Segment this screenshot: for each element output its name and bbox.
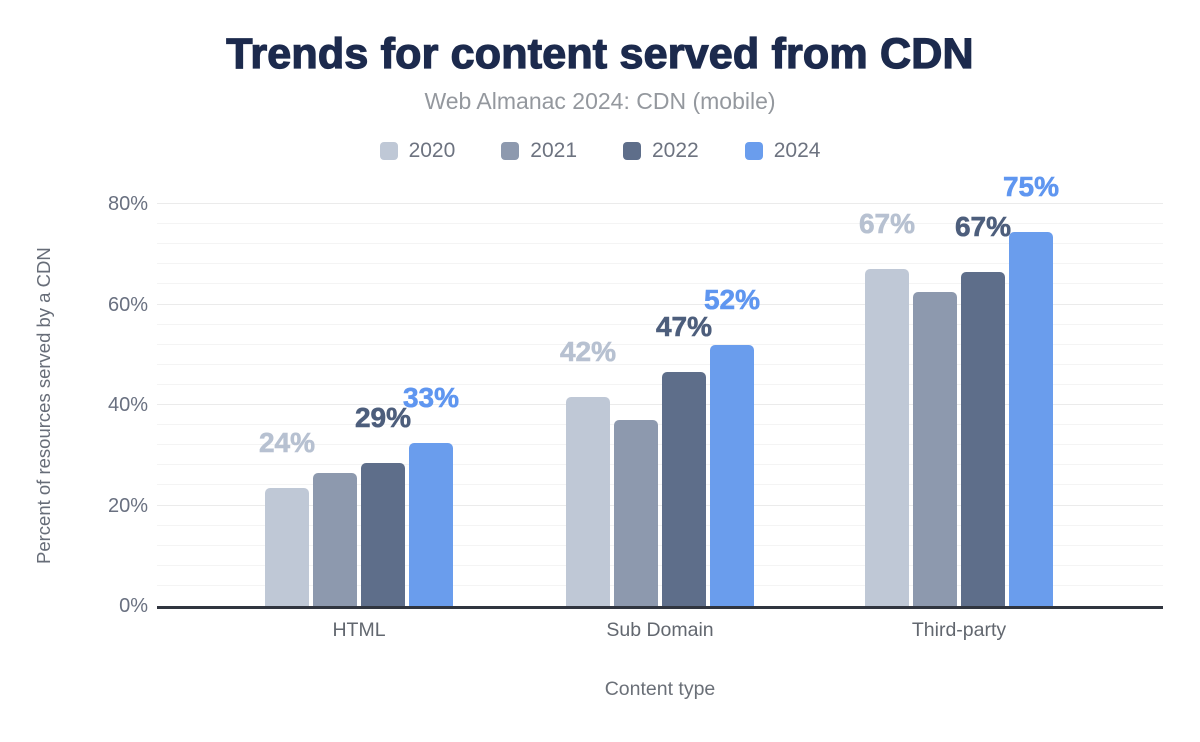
bar-2024-sub-domain: 52%	[704, 285, 760, 606]
gridline	[157, 584, 1163, 586]
legend: 2020 2021 2022 2024	[0, 139, 1200, 163]
legend-item-2020: 2020	[379, 139, 456, 163]
bar-value-label: 75%	[1002, 170, 1060, 202]
gridline	[157, 203, 1163, 204]
legend-swatch-2020	[379, 142, 398, 160]
chart-subtitle: Web Almanac 2024: CDN (mobile)	[424, 88, 776, 114]
bar-2021-html	[313, 472, 357, 606]
x-axis-title: Content type	[604, 678, 716, 700]
gridline	[157, 424, 1163, 426]
legend-label: 2022	[652, 139, 699, 162]
gridline	[157, 303, 1163, 305]
bar-2022-sub-domain: 47%	[656, 313, 712, 606]
legend-item-2024: 2024	[744, 139, 821, 163]
bar-group-sub-domain: 42% 47% 52%	[560, 204, 760, 606]
bar-group-html: 24% 29% 33%	[259, 204, 459, 606]
legend-swatch-2021	[501, 142, 520, 160]
bar-value-label: 67%	[858, 208, 916, 240]
gridline	[157, 564, 1163, 566]
gridline	[157, 524, 1163, 526]
bar-value-label: 42%	[559, 336, 617, 368]
bar-2020-sub-domain: 42%	[560, 338, 616, 606]
gridline	[157, 223, 1163, 225]
gridline	[157, 484, 1163, 486]
bar-2024-third-party: 75%	[1003, 172, 1059, 606]
gridline	[157, 404, 1163, 405]
chart-title: Trends for content served from CDN	[226, 29, 975, 78]
bar-value-label: 52%	[703, 283, 761, 315]
x-axis-tick-label-third-party: Third-party	[911, 619, 1007, 641]
y-axis-tick-label: 80%	[107, 193, 148, 215]
gridline	[157, 343, 1163, 345]
bar-2024-html: 33%	[403, 383, 459, 606]
legend-swatch-2022	[623, 142, 641, 160]
plot-area: 24% 29% 33% 42% 47% 52% 67% 67% 75%	[157, 172, 1163, 609]
bar-value-label: 47%	[655, 311, 713, 343]
bar-2021-sub-domain	[614, 420, 658, 606]
legend-item-2021: 2021	[501, 139, 577, 163]
gridline	[157, 544, 1163, 546]
legend-swatch-2024	[744, 142, 763, 160]
bar-value-label: 67%	[954, 210, 1012, 242]
bar-2022-html: 29%	[355, 403, 411, 606]
bar-2022-third-party: 67%	[955, 212, 1011, 606]
gridline	[157, 383, 1163, 385]
gridline	[157, 504, 1163, 506]
y-axis-tick-label: 20%	[107, 494, 148, 517]
bar-2021-third-party	[913, 291, 957, 606]
bar-value-label: 24%	[258, 426, 316, 458]
bar-2020-third-party: 67%	[859, 210, 915, 606]
bar-value-label: 29%	[354, 401, 412, 433]
y-axis-tick-label: 40%	[107, 394, 148, 416]
bar-2020-html: 24%	[259, 428, 315, 606]
x-axis-tick-label-html: HTML	[332, 619, 386, 641]
legend-item-2022: 2022	[623, 139, 699, 163]
gridline	[157, 363, 1163, 365]
x-axis-tick-label-sub-domain: Sub Domain	[606, 619, 714, 641]
gridline	[157, 464, 1163, 466]
y-axis-tick-label: 60%	[107, 293, 148, 316]
legend-label: 2024	[773, 139, 821, 162]
bar-value-label: 33%	[402, 381, 460, 413]
legend-label: 2021	[530, 139, 577, 162]
gridline	[157, 444, 1163, 446]
legend-label: 2020	[408, 139, 456, 162]
gridline	[157, 323, 1163, 325]
bar-group-third-party: 67% 67% 75%	[859, 172, 1059, 606]
gridline	[157, 263, 1163, 265]
y-axis-tick-label: 0%	[119, 595, 148, 617]
gridline	[157, 283, 1163, 285]
gridline	[157, 243, 1163, 245]
